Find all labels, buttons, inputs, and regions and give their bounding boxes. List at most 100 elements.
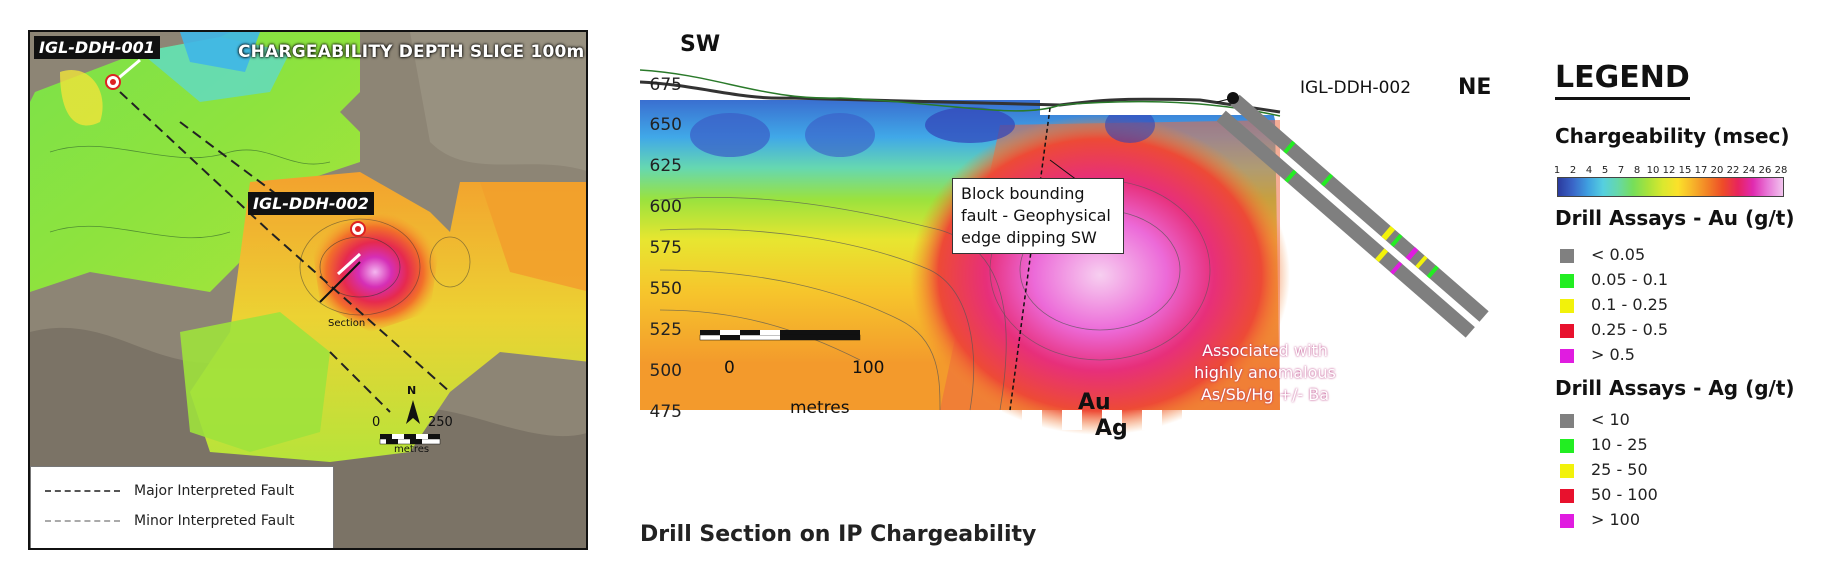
y-tick: 600	[649, 197, 682, 217]
section-line-label: Section	[328, 318, 366, 329]
au-legend-item: 0.05 - 0.1	[1560, 270, 1668, 289]
major-fault-legend-row: Major Interpreted Fault	[45, 483, 294, 499]
fault-callout: Block bounding fault - Geophysical edge …	[952, 178, 1124, 254]
assoc-line: Associated with	[1202, 341, 1328, 360]
y-tick: 675	[649, 75, 682, 95]
colorbar-tick: 10	[1646, 165, 1660, 176]
y-tick: 525	[649, 320, 682, 340]
section-line	[319, 261, 361, 303]
section-bottom-edge	[662, 410, 1282, 430]
assoc-annotation: Associated with highly anomalous As/Sb/H…	[1160, 340, 1370, 406]
chargeability-anomaly	[310, 212, 440, 332]
swatch-icon	[1560, 298, 1574, 313]
swatch-icon	[1560, 323, 1574, 338]
section-fault	[1009, 107, 1051, 411]
swatch-icon	[1560, 438, 1574, 453]
north-arrow-icon	[406, 400, 420, 424]
legend: LEGEND Chargeability (msec) 1 2 4 5 7 8 …	[1553, 60, 1835, 560]
ag-legend-item: 10 - 25	[1560, 435, 1648, 454]
colorbar-tick: 12	[1662, 165, 1676, 176]
au-legend-item: > 0.5	[1560, 345, 1635, 364]
minor-fault-swatch	[45, 520, 120, 522]
section-scale-max: 100	[852, 358, 885, 378]
y-tick: 625	[649, 156, 682, 176]
swatch-icon	[1560, 273, 1574, 288]
assoc-line: As/Sb/Hg +/- Ba	[1200, 385, 1330, 404]
au-legend-label: < 0.05	[1591, 245, 1646, 264]
au-legend-item: < 0.05	[1560, 245, 1645, 264]
au-legend-label: > 0.5	[1591, 345, 1635, 364]
map-graphic	[30, 32, 586, 548]
ag-legend-label: 25 - 50	[1591, 460, 1648, 479]
map-title: CHARGEABILITY DEPTH SLICE 100m	[238, 42, 585, 62]
map-fault-legend: Major Interpreted Fault Minor Interprete…	[30, 466, 334, 548]
ag-legend-label: 50 - 100	[1591, 485, 1658, 504]
au-legend-item: 0.1 - 0.25	[1560, 295, 1668, 314]
surface-line	[640, 80, 1281, 114]
au-legend-title: Drill Assays - Au (g/t)	[1555, 206, 1795, 230]
fault-callout-line: Block bounding	[961, 184, 1085, 203]
ag-legend-item: 50 - 100	[1560, 485, 1658, 504]
map-scale-max: 250	[428, 415, 453, 430]
ag-legend-item: 25 - 50	[1560, 460, 1648, 479]
ag-legend-title: Drill Assays - Ag (g/t)	[1555, 376, 1795, 400]
assoc-line: highly anomalous	[1194, 363, 1336, 382]
y-tick: 500	[649, 361, 682, 381]
colorbar-tick: 24	[1742, 165, 1756, 176]
colorbar-tick: 1	[1553, 165, 1561, 176]
section-scale-unit: metres	[790, 398, 850, 418]
minor-fault-label: Minor Interpreted Fault	[134, 513, 295, 529]
fault-callout-line: fault - Geophysical	[961, 206, 1111, 225]
major-fault	[119, 91, 451, 393]
y-tick: 575	[649, 238, 682, 258]
swatch-icon	[1560, 248, 1574, 263]
map-scale-zero: 0	[372, 415, 381, 430]
colorbar-tick: 22	[1726, 165, 1740, 176]
colorbar-tick: 20	[1710, 165, 1724, 176]
au-legend-label: 0.05 - 0.1	[1591, 270, 1669, 289]
au-legend-item: 0.25 - 0.5	[1560, 320, 1668, 339]
ag-legend-item: > 100	[1560, 510, 1640, 529]
colorbar-tick: 7	[1617, 165, 1625, 176]
north-label: N	[407, 384, 417, 397]
major-fault-label: Major Interpreted Fault	[134, 483, 295, 499]
chargeability-colorbar	[1557, 177, 1784, 197]
colorbar-tick: 15	[1678, 165, 1692, 176]
ag-legend-label: > 100	[1591, 510, 1641, 529]
drill-trace	[1216, 94, 1489, 338]
colorbar-tick: 17	[1694, 165, 1708, 176]
ag-legend-label: < 10	[1591, 410, 1630, 429]
section-scale-zero: 0	[724, 358, 735, 378]
chargeability-map: CHARGEABILITY DEPTH SLICE 100m IGL-DDH-0…	[28, 30, 588, 550]
y-tick: 475	[649, 402, 682, 422]
colorbar-tick: 2	[1569, 165, 1577, 176]
au-legend-label: 0.25 - 0.5	[1591, 320, 1669, 339]
section-graphic	[640, 69, 1520, 435]
swatch-icon	[1560, 348, 1574, 363]
colorbar-tick: 4	[1585, 165, 1593, 176]
section-caption: Drill Section on IP Chargeability	[640, 522, 1037, 547]
y-tick: 650	[649, 115, 682, 135]
swatch-icon	[1560, 488, 1574, 503]
colorbar-tick: 8	[1633, 165, 1641, 176]
ag-legend-item: < 10	[1560, 410, 1630, 429]
map-scale-bar	[379, 434, 441, 445]
ag-label: Ag	[1095, 416, 1128, 441]
chargeability-title: Chargeability (msec)	[1555, 124, 1790, 148]
legend-title: LEGEND	[1555, 60, 1690, 100]
ag-legend-label: 10 - 25	[1591, 435, 1648, 454]
major-fault-swatch	[45, 490, 120, 492]
section-scale-bar	[699, 330, 861, 341]
map-scale-unit: metres	[394, 444, 430, 455]
hole-label-002: IGL-DDH-002	[248, 192, 374, 215]
section-hole-label: IGL-DDH-002	[1300, 78, 1412, 98]
swatch-icon	[1560, 413, 1574, 428]
colorbar-tick: 28	[1774, 165, 1788, 176]
ne-label: NE	[1458, 75, 1492, 100]
drill-section: SW NE IGL-DDH-002 675 650 625 600 575 55…	[640, 30, 1520, 550]
y-tick: 550	[649, 279, 682, 299]
fault-callout-line: edge dipping SW	[961, 228, 1097, 247]
colorbar-tick: 5	[1601, 165, 1609, 176]
au-label: Au	[1078, 390, 1111, 415]
au-legend-label: 0.1 - 0.25	[1591, 295, 1669, 314]
